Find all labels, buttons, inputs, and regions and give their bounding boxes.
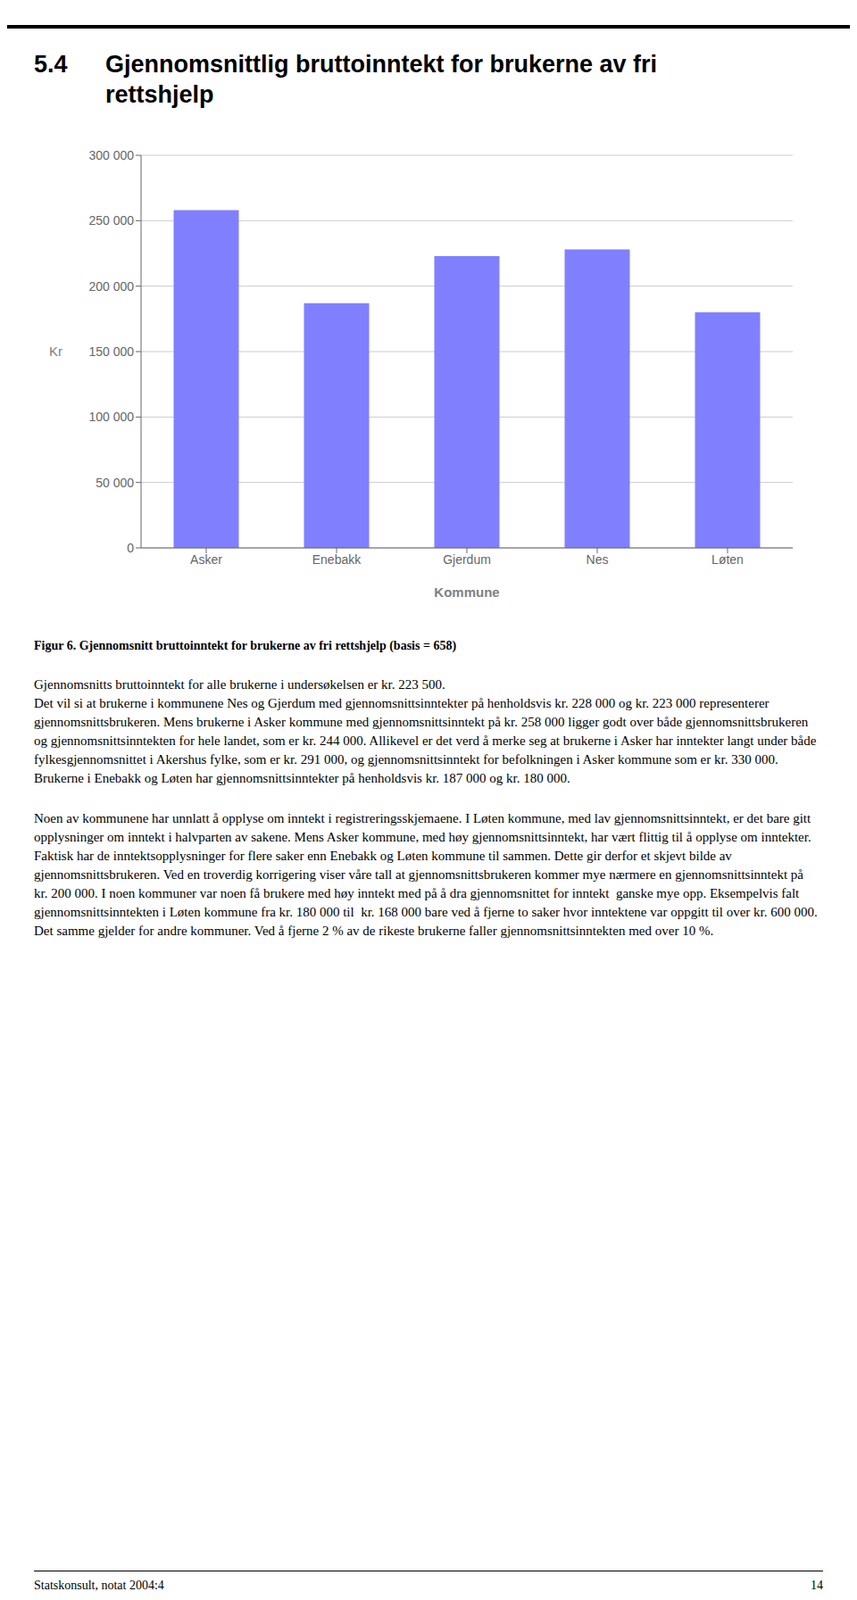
html-text:Gjennomsnittlig bruttoinntekt: Gjennomsnittlig bruttoinntekt for bruker… (105, 50, 658, 108)
svg-text:200 000: 200 000 (88, 278, 134, 293)
svg-text:Kommune: Kommune (433, 584, 500, 600)
svg-text:Kr: Kr (49, 343, 63, 359)
html-text:14: 14 (810, 1579, 824, 1593)
svg-text:Gjerdum: Gjerdum (442, 551, 491, 566)
svg-text:Asker: Asker (190, 551, 223, 566)
svg-text:150 000: 150 000 (88, 343, 134, 358)
html-text:Figur 6. Gjennomsnitt bruttoin: Figur 6. Gjennomsnitt bruttoinntekt for … (33, 638, 457, 653)
html-text:5.4: 5.4 (33, 50, 68, 78)
html-text:Statskonsult, notat 2004:4: Statskonsult, notat 2004:4 (33, 1579, 165, 1593)
svg-text:250 000: 250 000 (88, 213, 134, 228)
svg-text:Enebakk: Enebakk (312, 551, 362, 566)
html-text:Noen av kommunene har unnlatt: Noen av kommunene har unnlatt å opplyse … (33, 811, 821, 939)
svg-text:100 000: 100 000 (88, 409, 134, 425)
svg-text:50 000: 50 000 (95, 474, 134, 490)
svg-text:0: 0 (126, 540, 134, 555)
svg-text:Nes: Nes (586, 551, 609, 566)
svg-text:300 000: 300 000 (88, 147, 134, 162)
html-text:Gjennomsnitts bruttoinntekt fo: Gjennomsnitts bruttoinntekt for alle bru… (33, 677, 820, 786)
svg-text:Løten: Løten (711, 551, 744, 566)
